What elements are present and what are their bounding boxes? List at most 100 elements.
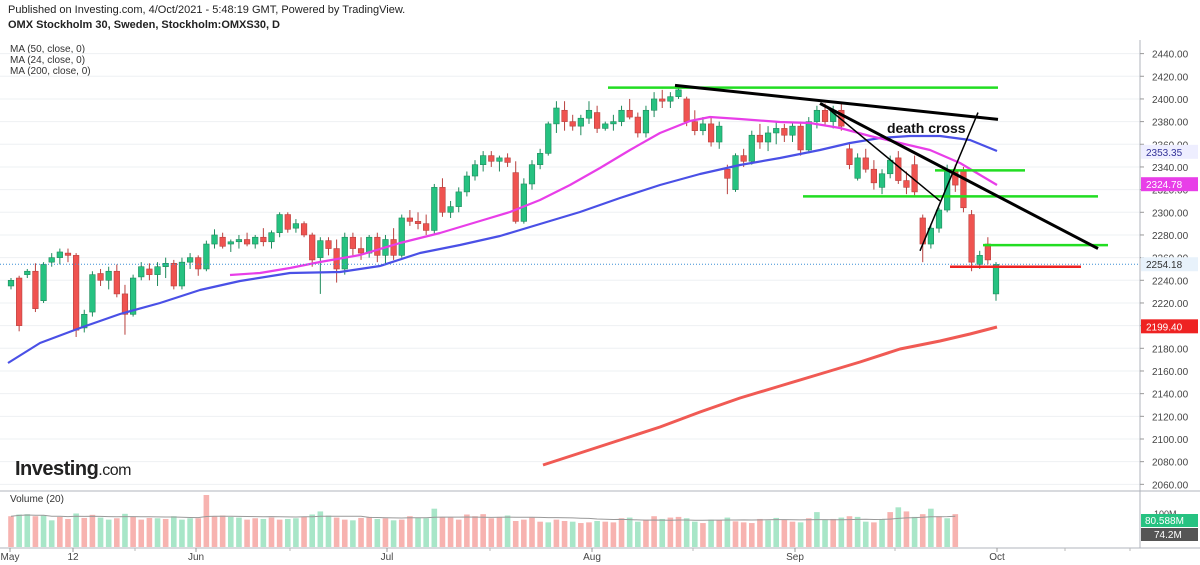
ma200-line: [542, 325, 998, 467]
candle-body: [634, 116, 641, 134]
candle-body: [862, 157, 869, 170]
volume-bar: [236, 517, 242, 547]
volume-bar: [276, 519, 283, 547]
candle-body: [707, 123, 715, 143]
volume-bar: [211, 516, 218, 547]
volume-bar: [122, 513, 128, 547]
time-tick-label: Aug: [583, 552, 601, 563]
symbol-title: OMX Stockholm 30, Sweden, Stockholm:OMXS…: [8, 19, 281, 31]
volume-bar: [203, 495, 210, 547]
candle-body: [48, 257, 55, 263]
candle-body: [162, 262, 169, 268]
candle-body: [699, 123, 707, 131]
candle-body: [439, 187, 446, 213]
time-tick-label: Oct: [989, 552, 1005, 563]
candle-body: [537, 153, 544, 165]
candle-body: [667, 96, 674, 102]
price-tick-label: 2300.00: [1152, 208, 1189, 219]
ma24-line: [229, 115, 998, 277]
volume-bar: [105, 519, 112, 547]
volume-title: Volume (20): [10, 494, 64, 505]
candle-body: [756, 134, 764, 143]
volume-bar: [846, 516, 853, 547]
candle-body: [64, 252, 72, 256]
candle-body: [40, 264, 47, 302]
price-tick-label: 2140.00: [1152, 390, 1189, 401]
candle-body: [97, 273, 104, 281]
candle-body: [113, 270, 120, 295]
ma200-price-label: 2199.40: [1146, 322, 1183, 333]
candle-body: [488, 155, 495, 162]
volume-bar: [57, 516, 63, 547]
candle-body: [659, 98, 666, 102]
candle-body: [504, 157, 511, 163]
volume-bar: [16, 514, 22, 547]
price-tick-label: 2400.00: [1152, 95, 1189, 106]
price-tick-label: 2420.00: [1152, 72, 1189, 83]
volume-bar: [496, 516, 503, 547]
volume-bar: [431, 508, 438, 547]
volume-bar: [423, 518, 429, 547]
volume-bar: [97, 517, 104, 547]
candle-body: [976, 255, 983, 265]
candle-body: [797, 125, 804, 151]
candle-body: [610, 121, 617, 125]
volume-bar: [651, 516, 657, 547]
candle-body: [740, 155, 747, 162]
time-tick-label: Jun: [188, 552, 204, 563]
volume-bar: [162, 518, 169, 547]
volume-bar: [447, 517, 454, 547]
candle-body: [154, 266, 161, 275]
volume-bar: [341, 519, 348, 547]
candle-body: [309, 234, 316, 261]
volume-bar: [757, 518, 763, 547]
volume-bar: [903, 511, 910, 547]
candle-body: [105, 270, 112, 281]
time-tick-label: 12: [67, 552, 79, 563]
candle-body: [838, 109, 845, 127]
volume-bar: [610, 522, 617, 547]
volume-bar: [675, 516, 682, 547]
volume-bar: [130, 516, 136, 547]
time-tick-label: May: [1, 552, 20, 563]
candle-body: [211, 234, 218, 245]
ma200-price-label-bg: [1141, 319, 1198, 334]
volume-bar: [293, 518, 299, 547]
candle-body: [374, 236, 381, 256]
price-tick-label: 2220.00: [1152, 299, 1189, 310]
candle-body: [878, 173, 886, 188]
candle-body: [195, 257, 202, 270]
candle-body: [406, 217, 413, 222]
investing-logo: Investing.com: [15, 458, 131, 480]
price-tick-label: 2280.00: [1152, 231, 1189, 242]
volume-axis-label: 100M: [1154, 509, 1177, 519]
candle-body: [341, 236, 348, 270]
candle-body: [528, 164, 536, 185]
candle-body: [268, 232, 275, 243]
candle-body: [903, 180, 910, 188]
candle-body: [602, 123, 609, 129]
candle-body: [748, 134, 755, 162]
volume-bar: [561, 521, 568, 547]
volume-bar: [602, 521, 609, 547]
time-tick-label: Sep: [786, 552, 804, 563]
volume-value-bg: [1141, 514, 1198, 527]
volume-bar: [146, 517, 153, 547]
ma24-price-label-bg: [1141, 177, 1198, 192]
candle-body: [594, 112, 601, 129]
candle-body: [325, 240, 332, 249]
volume-bar: [382, 518, 389, 547]
volume-bar: [480, 514, 486, 547]
candle-body: [821, 109, 829, 122]
candle-body: [276, 214, 283, 233]
volume-bar: [862, 521, 869, 547]
trend-line: [819, 102, 1099, 250]
candle-body: [121, 293, 129, 315]
volume-bar: [569, 521, 576, 547]
price-tick-label: 2120.00: [1152, 412, 1189, 423]
volume-bar: [700, 523, 706, 547]
volume-bar: [439, 516, 446, 547]
volume-bar: [830, 518, 836, 547]
volume-bar: [374, 518, 381, 547]
candle-body: [935, 209, 943, 229]
